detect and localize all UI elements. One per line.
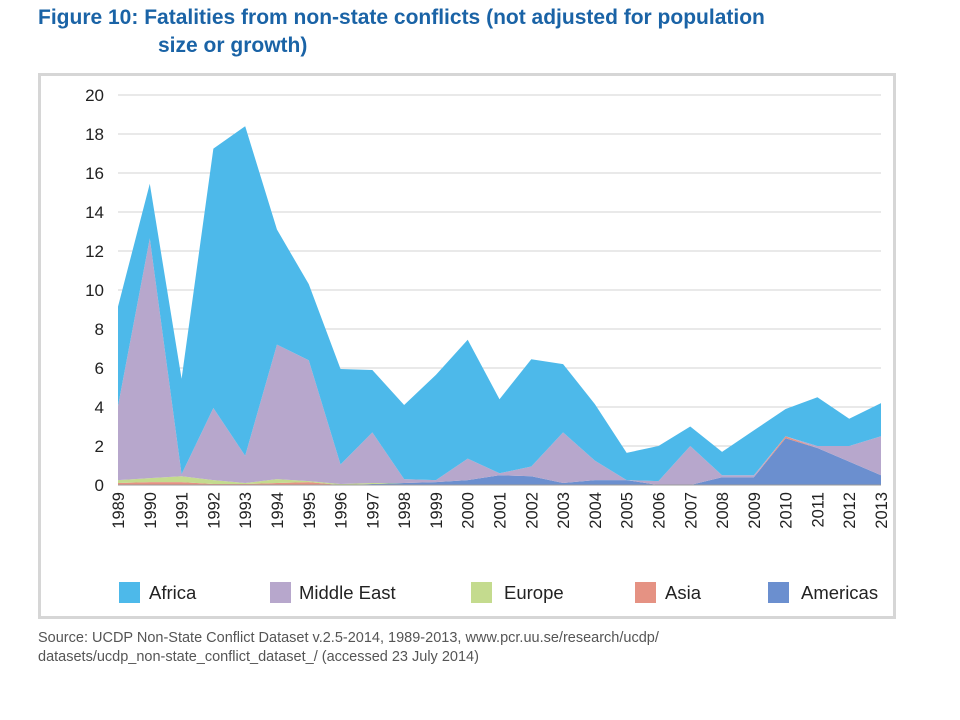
area-americas: [118, 438, 881, 485]
legend-label-middle-east: Middle East: [299, 582, 396, 603]
area-africa: [118, 126, 881, 482]
x-tick-label: 2012: [841, 492, 859, 529]
figure-title-line-1: Figure 10: Fatalities from non-state con…: [38, 6, 765, 29]
x-tick-label: 1992: [205, 492, 223, 529]
x-tick-label: 1989: [110, 492, 128, 529]
y-tick-label: 4: [95, 398, 104, 417]
source-note-line-1: Source: UCDP Non-State Conflict Dataset …: [38, 630, 659, 646]
x-tick-label: 1998: [396, 492, 414, 529]
legend-swatch-americas: [768, 582, 789, 603]
y-tick-label: 14: [85, 203, 104, 222]
area-europe: [118, 436, 881, 485]
source-note-line-2: datasets/ucdp_non-state_conflict_dataset…: [38, 649, 479, 665]
legend-label-americas: Americas: [801, 582, 878, 603]
legend-swatch-africa: [119, 582, 140, 603]
y-tick-label: 20: [85, 86, 104, 105]
x-tick-label: 2005: [619, 492, 637, 529]
x-tick-label: 2013: [873, 492, 891, 529]
x-tick-label: 1999: [428, 492, 446, 529]
x-tick-label: 1993: [237, 492, 255, 529]
figure-title: Figure 10: Fatalities from non-state con…: [38, 4, 918, 60]
x-tick-label: 2008: [714, 492, 732, 529]
legend-label-africa: Africa: [149, 582, 197, 603]
x-tick-label: 2002: [523, 492, 541, 529]
x-tick-label: 2000: [460, 492, 478, 529]
y-tick-label: 8: [95, 320, 104, 339]
area-middle-east: [118, 238, 881, 485]
y-tick-label: 12: [85, 242, 104, 261]
x-tick-label: 2004: [587, 492, 605, 529]
legend-swatch-europe: [471, 582, 492, 603]
x-tick-label: 2011: [809, 492, 827, 527]
legend-swatch-asia: [635, 582, 656, 603]
x-tick-label: 1997: [364, 492, 382, 529]
x-axis: 1989 1990 1991 1992 1993 1994 1995 1996 1997 1998…: [110, 492, 891, 529]
x-tick-label: 2010: [778, 492, 796, 529]
x-tick-label: 1995: [301, 492, 319, 529]
legend-label-europe: Europe: [504, 582, 564, 603]
area-series: [118, 126, 881, 485]
x-tick-label: 2007: [682, 492, 700, 529]
x-tick-label: 1994: [269, 492, 287, 529]
x-tick-label: 2009: [746, 492, 764, 529]
y-tick-label: 6: [95, 359, 104, 378]
y-axis: 0 2 4 6 8 10 12 14 16 18 20: [85, 86, 881, 495]
chart-legend: Africa Middle East Europe Asia Americas: [119, 582, 878, 603]
y-tick-label: 10: [85, 281, 104, 300]
legend-swatch-middle-east: [270, 582, 291, 603]
x-tick-label: 1990: [142, 492, 160, 529]
y-tick-label: 16: [85, 164, 104, 183]
legend-label-asia: Asia: [665, 582, 702, 603]
x-tick-label: 2006: [650, 492, 668, 529]
x-tick-label: 1996: [333, 492, 351, 529]
figure-title-line-2: size or growth): [158, 34, 308, 57]
x-tick-label: 2001: [492, 492, 510, 529]
y-tick-label: 18: [85, 125, 104, 144]
y-tick-label: 2: [95, 437, 104, 456]
y-tick-label: 0: [95, 476, 104, 495]
source-note: Source: UCDP Non-State Conflict Dataset …: [38, 629, 918, 667]
x-tick-label: 2003: [555, 492, 573, 529]
x-tick-label: 1991: [174, 492, 192, 529]
